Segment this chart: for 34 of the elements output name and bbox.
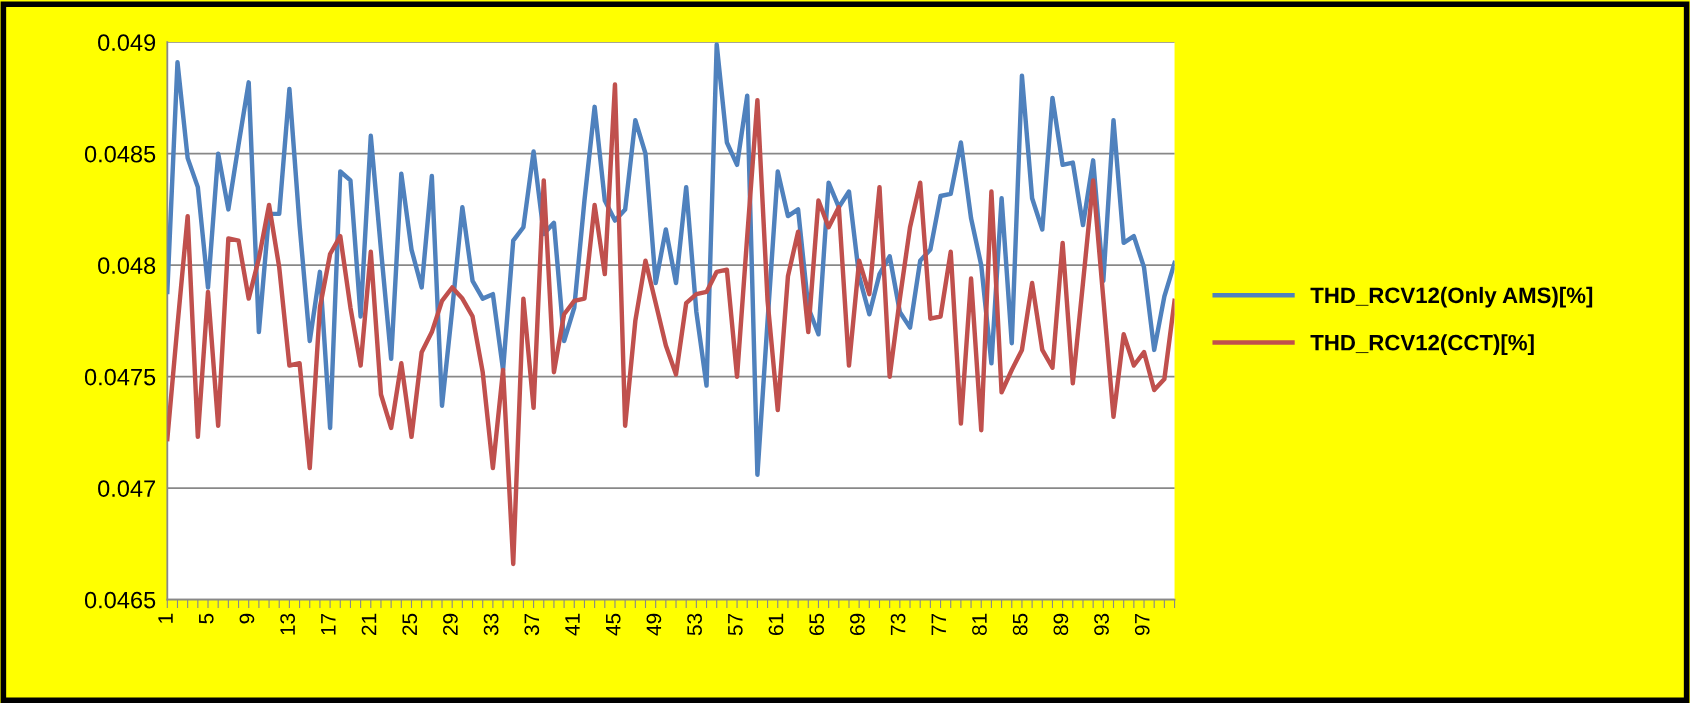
line-series	[167, 82, 1175, 567]
x-tick-label: 29	[443, 613, 458, 635]
y-tick-label: 0.0485	[84, 145, 156, 163]
y-tick-label: 0.048	[98, 257, 156, 274]
x-tick-label: 37	[524, 613, 540, 636]
y-tick-label: 0.0465	[84, 591, 156, 609]
x-tick-label: 61	[768, 613, 784, 635]
x-tick-label: 45	[606, 613, 621, 636]
x-tick-label: 93	[1094, 613, 1109, 636]
x-tick-label: 9	[239, 613, 255, 624]
x-tick-label: 25	[402, 613, 418, 635]
x-tick-label: 21	[361, 613, 377, 635]
legend-label: THD_RCV12(CCT)[%]	[1310, 334, 1534, 355]
x-tick-label: 85	[1012, 613, 1028, 636]
x-tick-label: 49	[646, 613, 662, 636]
x-tick-label: 57	[728, 613, 743, 636]
x-tick-label: 17	[321, 613, 336, 635]
x-tick-label: 69	[849, 613, 865, 635]
x-tick-label: 65	[809, 613, 825, 635]
x-tick-label: 13	[280, 613, 295, 635]
legend-label: THD_RCV12(Only AMS)[%]	[1310, 286, 1593, 308]
x-tick-label: 53	[687, 613, 702, 636]
x-tick-label: 81	[972, 613, 987, 636]
x-tick-label: 1	[158, 613, 173, 623]
x-tick-label: 97	[1134, 613, 1150, 636]
y-tick-label: 0.0475	[84, 368, 156, 386]
x-tick-label: 77	[931, 613, 946, 635]
x-tick-label: 73	[890, 613, 906, 635]
y-tick-label: 0.049	[98, 34, 156, 51]
x-tick-label: 5	[199, 613, 214, 624]
y-tick-label: 0.047	[98, 480, 156, 497]
x-tick-label: 41	[565, 613, 580, 636]
x-tick-label: 89	[1053, 613, 1069, 636]
x-tick-label: 33	[483, 613, 499, 636]
